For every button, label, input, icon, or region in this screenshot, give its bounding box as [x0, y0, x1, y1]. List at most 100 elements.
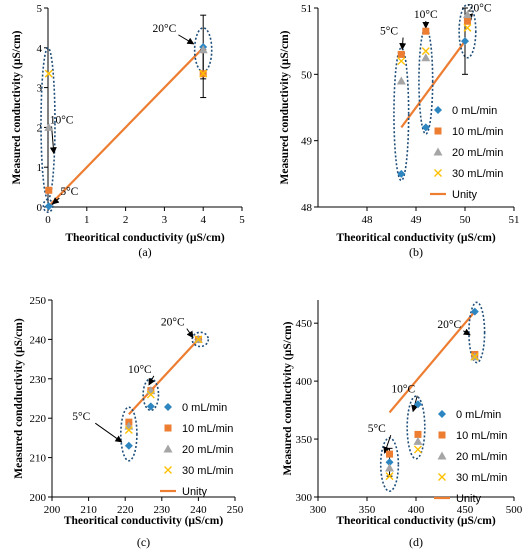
legend-marker	[437, 451, 447, 460]
x-tick-label: 240	[190, 504, 207, 516]
annotation-arrow	[186, 328, 194, 339]
x-tick-label: 210	[80, 504, 97, 516]
data-point	[385, 463, 395, 472]
y-tick-label: 240	[30, 334, 47, 346]
legend-marker	[434, 169, 442, 177]
y-tick-label: 5	[37, 3, 43, 15]
temperature-annotation: 20°C	[161, 317, 185, 329]
panel-label: (c)	[137, 535, 150, 549]
unity-line	[128, 338, 200, 416]
y-tick-label: 350	[296, 434, 313, 446]
legend-label: 20 mL/min	[182, 444, 233, 456]
legend-marker	[438, 431, 446, 439]
data-point	[44, 122, 54, 131]
y-tick-label: 3	[37, 83, 43, 95]
y-tick-label: 0	[37, 202, 43, 214]
group-ellipse	[42, 198, 54, 213]
data-point	[198, 45, 208, 54]
x-tick-label: 49	[411, 214, 423, 226]
legend-label: Unity	[182, 486, 208, 498]
group-ellipse	[191, 331, 210, 348]
data-point	[470, 307, 479, 316]
x-tick-label: 250	[227, 504, 244, 516]
group-ellipse	[120, 406, 138, 462]
x-tick-label: 4	[200, 214, 206, 226]
y-tick-label: 51	[301, 3, 312, 15]
x-tick-label: 350	[359, 504, 376, 516]
data-point	[397, 169, 406, 178]
temperature-annotation: 20°C	[153, 23, 177, 35]
x-tick-label: 2	[123, 214, 129, 226]
x-tick-label: 5	[239, 214, 245, 226]
data-point	[45, 186, 53, 194]
y-tick-label: 2	[37, 122, 43, 134]
data-point	[461, 37, 469, 46]
legend-label: 10 mL/min	[182, 423, 233, 435]
x-tick-label: 0	[45, 214, 51, 226]
panel-label: (a)	[138, 245, 151, 259]
y-tick-label: 4	[37, 43, 43, 55]
data-point	[124, 426, 133, 435]
legend-marker	[434, 127, 442, 135]
data-point	[124, 441, 133, 450]
temperature-annotation: 10°C	[50, 114, 74, 126]
legend-label: 10 mL/min	[456, 430, 507, 442]
unity-line	[388, 310, 476, 414]
x-tick-label: 48	[362, 214, 374, 226]
data-point	[413, 445, 422, 454]
data-point	[421, 47, 430, 56]
x-tick-label: 51	[509, 214, 520, 226]
x-tick-label: 500	[506, 504, 522, 516]
data-point	[462, 10, 472, 19]
y-tick-label: 220	[30, 413, 47, 425]
annotation-arrow	[148, 375, 155, 386]
chart-panel-a: 0 1 2 3 4 5 0 1 2 3 4 5 Theoritical conductivity (µS…	[11, 3, 245, 259]
data-point	[385, 472, 394, 481]
x-axis-label: Theoritical conductivity (µS/cm)	[336, 232, 495, 244]
x-tick-label: 450	[457, 504, 474, 516]
legend-label: Unity	[456, 493, 482, 505]
legend-marker	[438, 410, 446, 418]
data-point	[413, 436, 423, 445]
legend-marker	[164, 403, 172, 411]
data-point	[413, 400, 422, 409]
legend-label: 0 mL/min	[182, 402, 227, 414]
x-tick-label: 220	[117, 504, 134, 516]
group-ellipse	[418, 27, 434, 135]
y-axis-label: Measured conductivity (µS/cm)	[279, 30, 291, 184]
temperature-annotation: 5°C	[380, 26, 398, 38]
temperature-annotation: 5°C	[368, 423, 386, 435]
annotation-arrow	[51, 197, 60, 205]
data-point	[146, 390, 155, 399]
y-axis-label: Measured conductivity (µS/cm)	[11, 30, 23, 184]
data-point	[146, 402, 155, 411]
data-point	[397, 57, 406, 66]
temperature-annotation: 5°C	[72, 411, 90, 423]
temperature-annotation: 10°C	[128, 364, 152, 376]
data-point	[44, 202, 53, 211]
data-point	[470, 352, 479, 361]
legend-marker	[164, 466, 172, 474]
x-axis-label: Theoritical conductivity (µS/cm)	[64, 515, 223, 527]
data-point	[194, 335, 203, 344]
data-point	[421, 123, 430, 132]
y-axis-label: Measured condductivity (µS/cm)	[13, 318, 25, 479]
temperature-annotation: 20°C	[468, 2, 492, 14]
y-tick-label: 230	[30, 374, 47, 386]
temperature-annotation: 20°C	[437, 319, 461, 331]
x-tick-label: 3	[162, 214, 168, 226]
annotation-arrow	[399, 37, 407, 51]
legend-marker	[433, 147, 443, 156]
chart-panel-c: 200 210 220 230 240 250 200 210 220 230 240 250 Theo…	[13, 295, 244, 549]
legend-label: Unity	[452, 189, 478, 201]
data-point	[385, 458, 394, 467]
legend-marker	[434, 106, 442, 114]
x-tick-label: 1	[84, 214, 90, 226]
legend-marker	[163, 444, 173, 453]
y-tick-label: 49	[301, 136, 313, 148]
chart-panel-b: 48 49 50 51 48 49 50 51 Theoritical conductivity…	[279, 2, 520, 259]
x-tick-label: 300	[310, 504, 327, 516]
x-tick-label: 200	[44, 504, 61, 516]
y-tick-label: 300	[296, 492, 313, 504]
